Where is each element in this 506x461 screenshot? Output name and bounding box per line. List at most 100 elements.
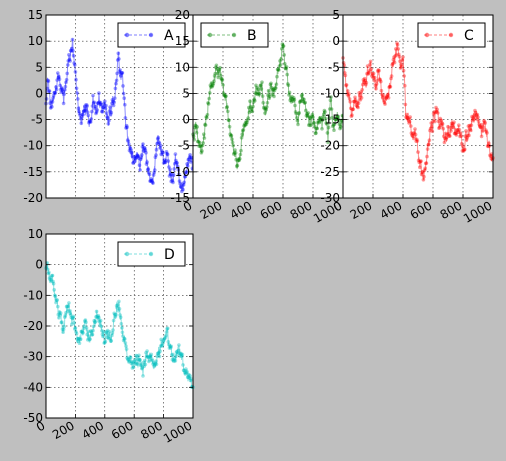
data-point	[395, 43, 400, 47]
data-point	[68, 313, 73, 317]
data-point	[127, 148, 132, 153]
data-point	[271, 88, 275, 92]
data-point	[202, 136, 207, 140]
data-point	[64, 310, 68, 315]
data-point	[178, 351, 183, 356]
data-point	[157, 354, 162, 359]
data-point	[165, 152, 170, 157]
data-point	[103, 339, 108, 344]
data-point	[167, 346, 172, 350]
data-point	[307, 123, 311, 127]
data-point	[187, 155, 192, 160]
data-point	[338, 125, 343, 129]
data-point	[118, 74, 123, 78]
data-point	[80, 329, 84, 334]
data-point	[429, 121, 434, 125]
data-point	[407, 119, 412, 124]
data-point	[464, 129, 468, 133]
data-point	[308, 123, 312, 128]
data-point	[139, 363, 144, 367]
data-point	[447, 134, 452, 138]
data-point	[65, 304, 69, 309]
data-point	[187, 157, 191, 161]
data-point	[77, 109, 81, 114]
data-point	[430, 129, 435, 134]
data-point	[378, 78, 383, 82]
data-point	[142, 146, 146, 150]
data-point	[475, 112, 480, 117]
data-point	[107, 109, 112, 113]
data-point	[418, 159, 423, 164]
data-point	[124, 123, 129, 128]
data-point	[405, 115, 410, 120]
data-point	[185, 370, 189, 374]
data-point	[81, 112, 85, 117]
data-point	[450, 123, 455, 128]
data-point	[77, 111, 82, 116]
data-point	[140, 366, 144, 371]
data-point	[478, 124, 482, 129]
data-point	[58, 313, 62, 317]
data-point	[469, 128, 473, 133]
data-point	[468, 127, 473, 131]
data-point	[311, 115, 315, 119]
data-point	[128, 147, 133, 151]
data-point	[323, 110, 327, 114]
data-point	[138, 168, 142, 172]
data-point	[410, 134, 415, 138]
data-point	[368, 62, 372, 67]
data-point	[382, 100, 387, 104]
data-point	[446, 124, 450, 129]
y-tick-label: 20	[175, 8, 190, 22]
data-point	[80, 330, 85, 335]
data-point	[197, 140, 202, 145]
data-point	[91, 101, 96, 105]
data-point	[187, 376, 192, 380]
data-point	[47, 270, 51, 275]
data-point	[154, 153, 158, 157]
data-point	[120, 326, 124, 330]
data-point	[402, 74, 407, 78]
data-point	[235, 164, 239, 168]
data-point	[141, 149, 146, 153]
data-point	[395, 41, 399, 45]
data-point	[110, 98, 115, 102]
data-point	[418, 165, 422, 170]
data-point	[115, 303, 120, 307]
data-point	[156, 351, 161, 355]
data-point	[251, 100, 256, 104]
data-point	[427, 138, 432, 142]
data-point	[127, 360, 131, 364]
data-point	[252, 97, 256, 102]
data-point	[68, 59, 72, 63]
data-point	[96, 313, 101, 318]
data-point	[83, 318, 88, 322]
data-point	[467, 133, 471, 138]
data-point	[49, 99, 54, 103]
data-point	[97, 319, 102, 324]
data-point	[148, 354, 153, 359]
data-point	[460, 149, 465, 153]
data-point	[143, 146, 147, 150]
data-point	[140, 365, 145, 370]
data-point	[109, 339, 114, 343]
data-point	[394, 47, 398, 51]
data-point	[146, 355, 151, 360]
data-point	[281, 44, 285, 48]
data-point	[427, 142, 431, 146]
data-point	[370, 74, 374, 78]
data-point	[218, 65, 222, 70]
y-tick-label: -30	[23, 350, 43, 364]
data-point	[159, 337, 163, 342]
data-point	[457, 128, 462, 132]
data-point	[60, 327, 65, 332]
data-point	[154, 359, 158, 364]
data-point	[153, 168, 157, 172]
data-point	[373, 83, 378, 88]
data-point	[292, 97, 297, 102]
data-point	[135, 354, 139, 358]
data-point	[353, 98, 358, 102]
data-point	[244, 120, 248, 124]
data-point	[125, 138, 130, 142]
data-point	[379, 88, 384, 93]
